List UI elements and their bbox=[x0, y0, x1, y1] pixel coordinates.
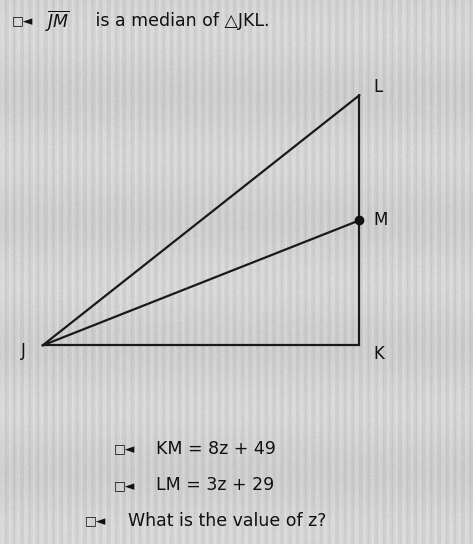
Text: K: K bbox=[373, 344, 384, 363]
Text: □◄: □◄ bbox=[12, 14, 33, 27]
Text: is a median of △JKL.: is a median of △JKL. bbox=[90, 11, 269, 30]
Text: What is the value of z?: What is the value of z? bbox=[128, 511, 326, 530]
Text: $\overline{JM}$: $\overline{JM}$ bbox=[45, 8, 70, 33]
Text: LM = 3z + 29: LM = 3z + 29 bbox=[156, 476, 274, 494]
Text: KM = 8z + 49: KM = 8z + 49 bbox=[156, 440, 276, 458]
Text: M: M bbox=[374, 211, 388, 230]
Text: L: L bbox=[374, 78, 383, 96]
Text: □◄: □◄ bbox=[114, 479, 135, 492]
Text: J: J bbox=[21, 342, 26, 360]
Text: □◄: □◄ bbox=[114, 442, 135, 455]
Text: □◄: □◄ bbox=[85, 514, 106, 527]
